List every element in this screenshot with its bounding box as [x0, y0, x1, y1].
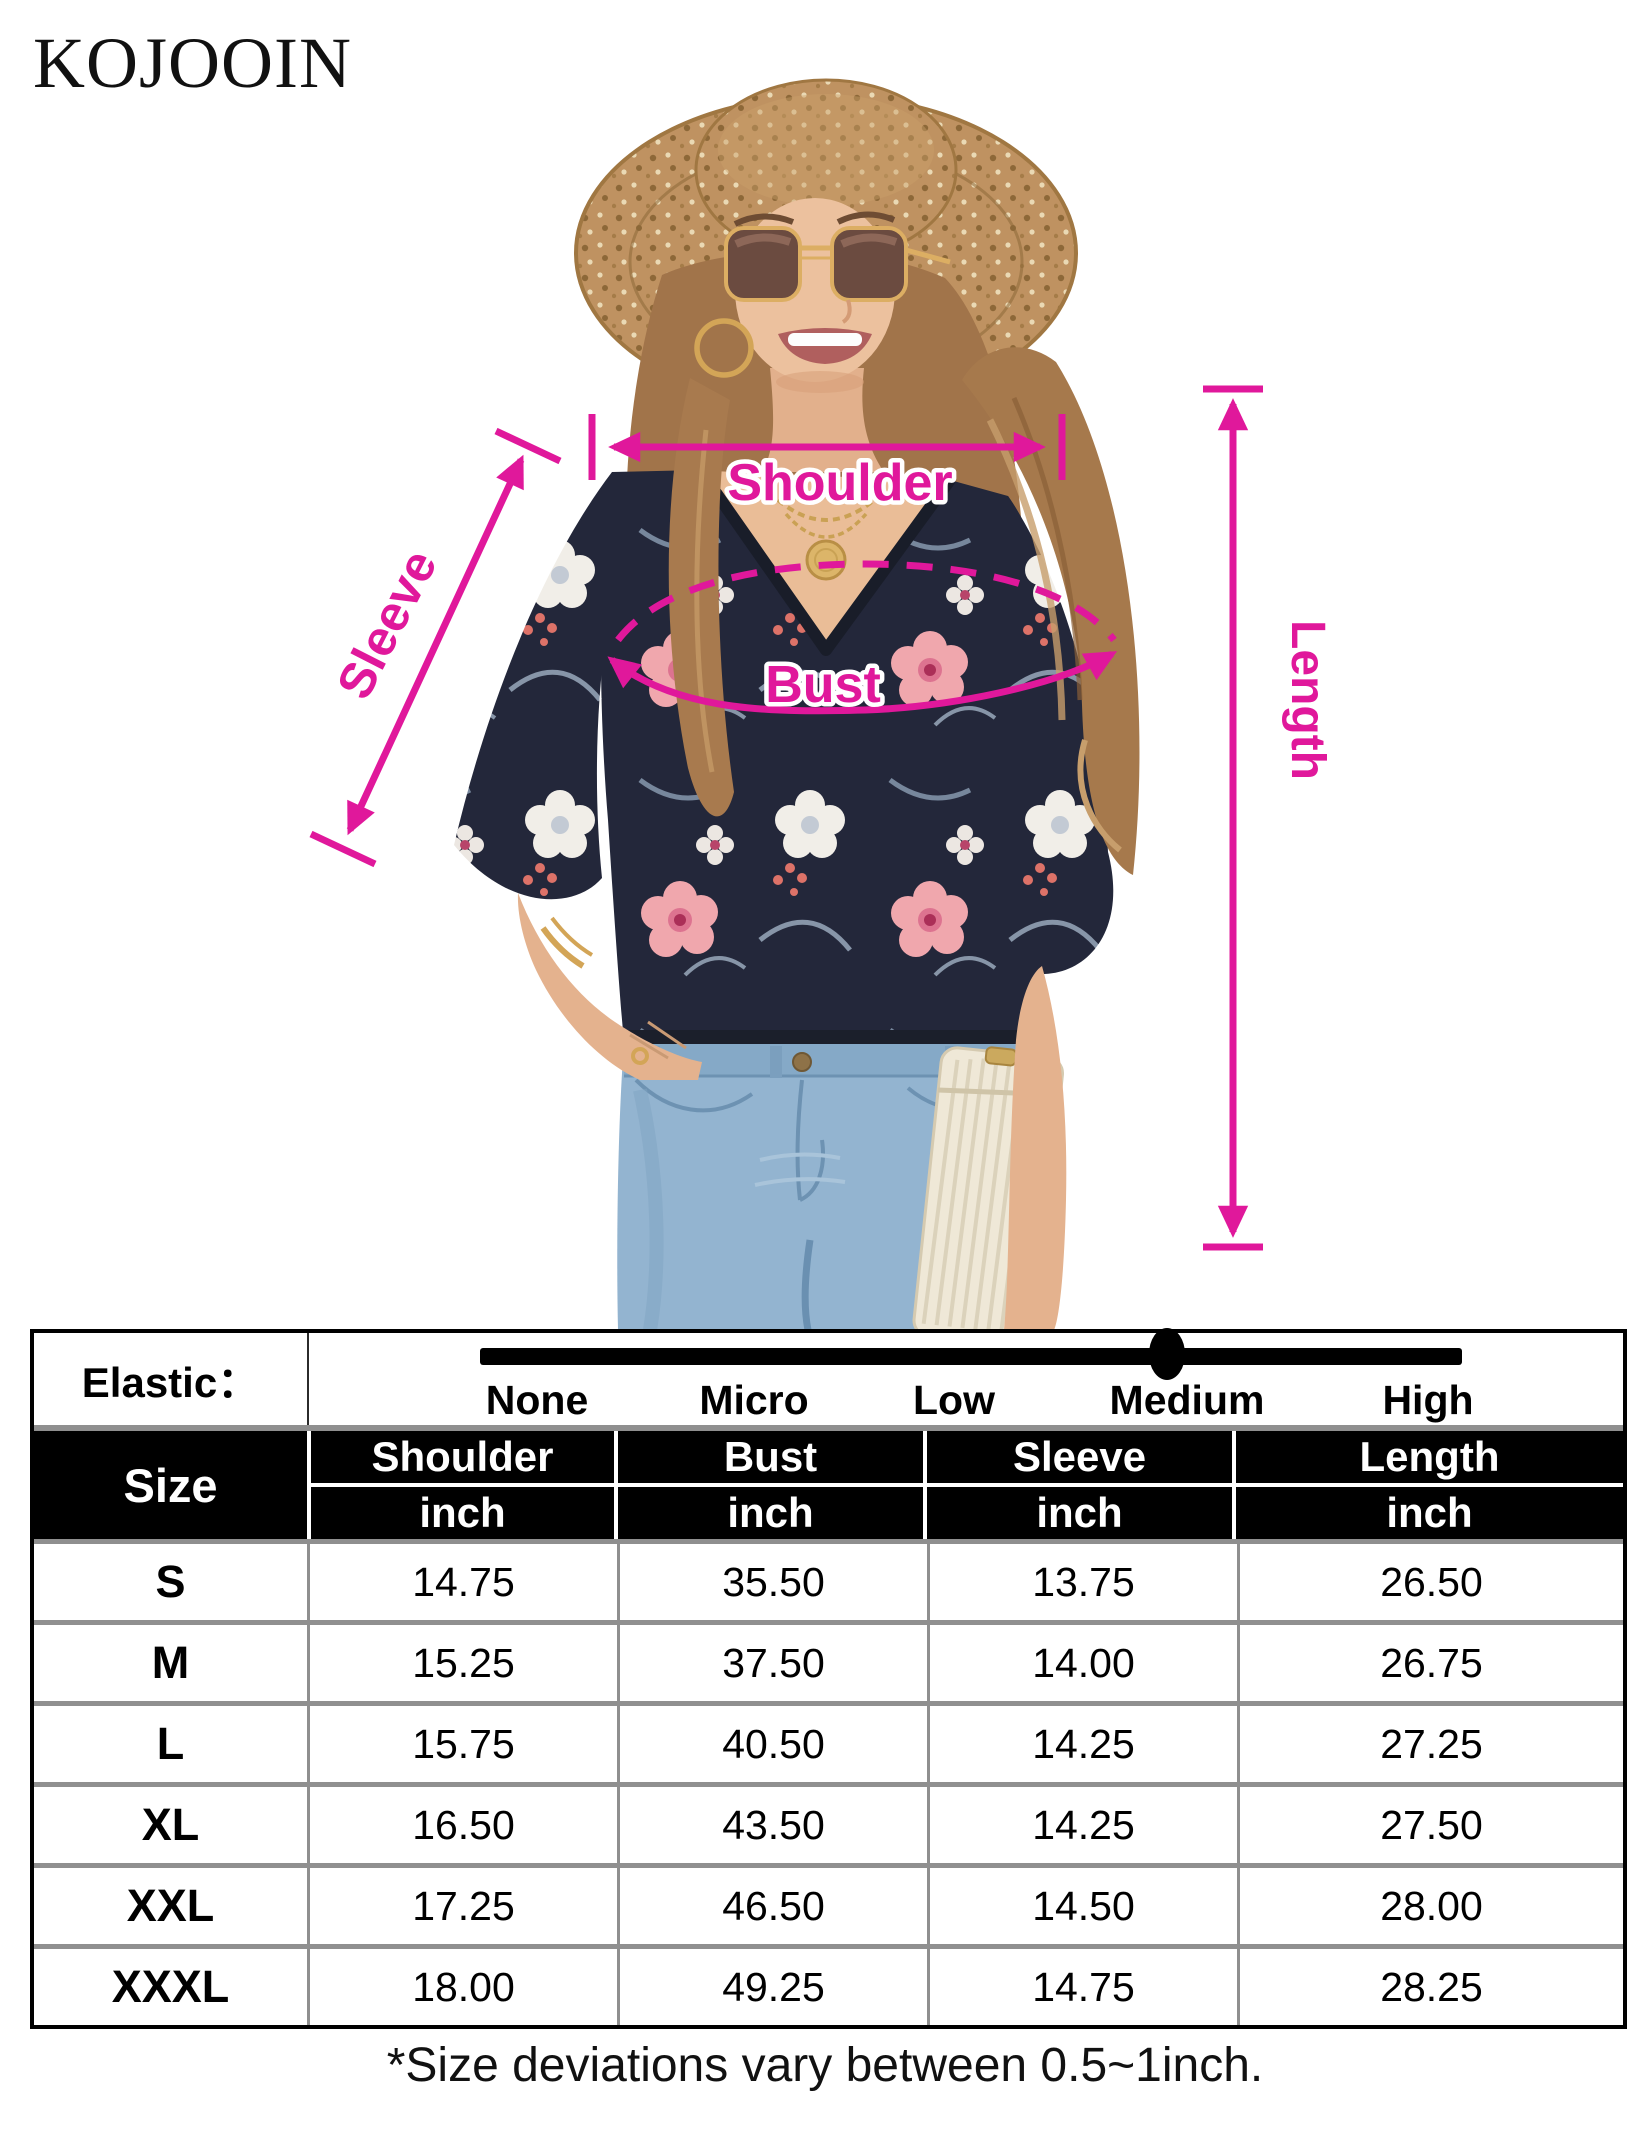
- size-value-cell: 37.50: [617, 1625, 927, 1701]
- size-label: XL: [141, 1799, 200, 1850]
- hoop-earring: [694, 318, 754, 378]
- forearm: [1004, 966, 1067, 1330]
- size-label: M: [151, 1637, 190, 1688]
- elastic-level-high: High: [1382, 1377, 1474, 1423]
- elastic-slider-knob: [1149, 1328, 1185, 1380]
- size-label: S: [155, 1556, 186, 1607]
- elastic-level-none: None: [485, 1377, 589, 1423]
- size-value-cell: 17.25: [307, 1868, 617, 1944]
- size-value-cell: 13.75: [927, 1544, 1237, 1620]
- footer-note: *Size deviations vary between 0.5~1inch.: [386, 2039, 1264, 2092]
- sleeve-measure-label: Sleeve: [326, 541, 448, 708]
- size-value-cell: 27.50: [1237, 1787, 1623, 1863]
- table-row: XXL 17.25 46.50 14.50 28.00: [34, 1868, 1623, 1949]
- unit-cell: inch: [311, 1487, 614, 1539]
- size-value-cell: 14.75: [927, 1949, 1237, 2025]
- shoulder-measure-label: Shoulder: [727, 454, 952, 512]
- bust-ellipse: [607, 560, 1118, 715]
- bust-measure-label: Bust: [765, 656, 881, 714]
- brand-logo: KOJOOIN: [33, 23, 352, 103]
- elastic-row: Elastic： None Micro Low Medium High: [34, 1328, 1623, 1431]
- hand-in-pocket: [517, 893, 702, 1080]
- size-value-cell: 15.75: [307, 1706, 617, 1782]
- size-value-cell: 40.50: [617, 1706, 927, 1782]
- unit-cell: inch: [1232, 1487, 1623, 1539]
- table-row: L 15.75 40.50 14.25 27.25: [34, 1706, 1623, 1787]
- col-header-length: Length: [1232, 1431, 1623, 1483]
- size-value-cell: 14.00: [927, 1625, 1237, 1701]
- size-value-cell: 27.25: [1237, 1706, 1623, 1782]
- length-measure-label: Length: [1281, 620, 1334, 780]
- size-label: XXXL: [111, 1961, 230, 2012]
- size-corner-cell: Size: [34, 1431, 311, 1539]
- col-header-sleeve: Sleeve: [923, 1431, 1232, 1483]
- unit-cell: inch: [923, 1487, 1232, 1539]
- size-value-cell: 16.50: [307, 1787, 617, 1863]
- elastic-slider-bar: [480, 1348, 1462, 1365]
- elastic-level-micro: Micro: [699, 1377, 809, 1423]
- elastic-level-low: Low: [913, 1377, 995, 1423]
- table-header: Size Shoulder Bust Sleeve Length inch in…: [34, 1431, 1623, 1544]
- shoulder-arrow: [588, 414, 1066, 480]
- unit-cell: inch: [614, 1487, 923, 1539]
- size-label: L: [156, 1718, 185, 1769]
- size-chart-table: Elastic： None Micro Low Medium High Size…: [30, 1328, 1627, 2029]
- necklace: [776, 498, 876, 581]
- size-value-cell: 43.50: [617, 1787, 927, 1863]
- size-value-cell: 49.25: [617, 1949, 927, 2025]
- size-value-cell: 26.75: [1237, 1625, 1623, 1701]
- model-illustration: [454, 78, 1140, 1330]
- elastic-level-medium: Medium: [1109, 1377, 1265, 1423]
- size-value-cell: 46.50: [617, 1868, 927, 1944]
- size-value-cell: 14.25: [927, 1706, 1237, 1782]
- table-row: XXXL 18.00 49.25 14.75 28.25: [34, 1949, 1623, 2025]
- size-value-cell: 15.25: [307, 1625, 617, 1701]
- table-row: S 14.75 35.50 13.75 26.50: [34, 1544, 1623, 1625]
- length-arrow: [1203, 385, 1263, 1251]
- table-row: M 15.25 37.50 14.00 26.75: [34, 1625, 1623, 1706]
- col-header-shoulder: Shoulder: [311, 1431, 614, 1483]
- sleeve-arrow: [309, 427, 562, 868]
- size-value-cell: 35.50: [617, 1544, 927, 1620]
- size-value-cell: 18.00: [307, 1949, 617, 2025]
- size-value-cell: 28.00: [1237, 1868, 1623, 1944]
- elastic-scale: None Micro Low Medium High: [309, 1328, 1623, 1425]
- size-value-cell: 14.25: [927, 1787, 1237, 1863]
- size-value-cell: 26.50: [1237, 1544, 1623, 1620]
- table-row: XL 16.50 43.50 14.25 27.50: [34, 1787, 1623, 1868]
- product-photo: Shoulder Sleeve Bust Length: [309, 78, 1334, 1330]
- col-header-bust: Bust: [614, 1431, 923, 1483]
- sunglasses: [724, 226, 951, 302]
- size-label: XXL: [126, 1880, 215, 1931]
- size-value-cell: 14.75: [307, 1544, 617, 1620]
- size-value-cell: 28.25: [1237, 1949, 1623, 2025]
- elastic-label: Elastic：: [34, 1333, 309, 1425]
- size-value-cell: 14.50: [927, 1868, 1237, 1944]
